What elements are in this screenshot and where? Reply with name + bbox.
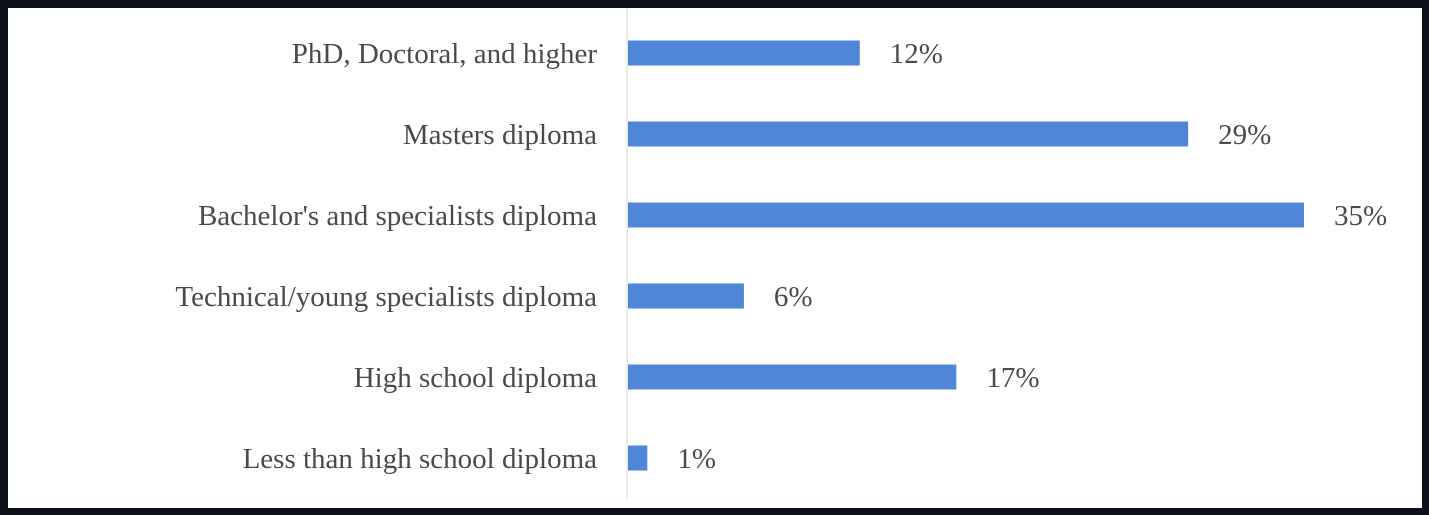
data-label: 1% [677,443,716,475]
bar [628,445,648,471]
education-bar-chart: PhD, Doctoral, and higher 12% Masters dipl… [175,8,1387,498]
category-label: Bachelor's and specialists diploma [198,200,597,232]
bar [628,283,744,309]
bar [628,202,1304,228]
bar [628,121,1189,147]
data-label: 17% [986,362,1039,394]
category-label: High school diploma [354,362,597,394]
category-label: Masters diploma [403,119,597,151]
data-label: 29% [1218,119,1271,151]
bar [628,364,957,390]
data-label: 12% [890,38,943,70]
data-label: 35% [1334,200,1387,232]
chart-panel: PhD, Doctoral, and higher 12% Masters dipl… [8,8,1422,508]
bar [628,40,860,66]
category-label: Technical/young specialists diploma [175,281,597,313]
data-label: 6% [774,281,813,313]
category-label: Less than high school diploma [243,443,598,475]
category-label: PhD, Doctoral, and higher [292,38,598,70]
